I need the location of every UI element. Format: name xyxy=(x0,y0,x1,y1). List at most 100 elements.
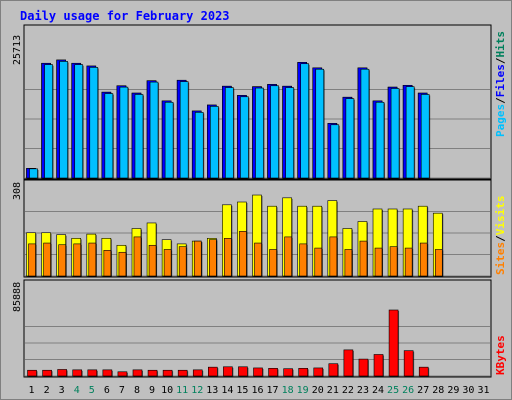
top-pages-bar xyxy=(345,98,355,179)
x-tick-label: 25 xyxy=(387,385,399,396)
legend-sites: Sites xyxy=(494,242,507,275)
mid-sites-bar xyxy=(344,249,353,277)
top-pages-bar xyxy=(300,63,309,179)
mid-sites-bar xyxy=(209,239,217,277)
mid-sites-bar xyxy=(193,240,202,277)
bar-marks xyxy=(26,59,444,377)
top-pages-bar xyxy=(89,67,99,179)
mid-sites-bar xyxy=(73,243,82,277)
x-tick-label: 30 xyxy=(462,385,474,396)
bot-kbytes-bar xyxy=(403,350,414,377)
bot-kbytes-bar xyxy=(87,369,98,377)
x-tick-label: 10 xyxy=(161,385,173,396)
bot-kbytes-bar xyxy=(373,354,384,377)
top-pages-bar xyxy=(119,86,129,179)
x-tick-label: 5 xyxy=(89,385,95,396)
x-tick-label: 17 xyxy=(267,385,279,396)
bot-kbytes-bar xyxy=(192,369,203,377)
x-tick-label: 19 xyxy=(297,385,309,396)
top-pages-bar xyxy=(179,81,189,179)
mid-sites-bar xyxy=(148,244,157,277)
top-pages-bar xyxy=(330,124,340,179)
mid-sites-bar xyxy=(269,249,277,277)
mid-sites-bar xyxy=(359,240,368,277)
mid-sites-bar xyxy=(329,236,338,277)
x-tick-label: 18 xyxy=(282,385,294,396)
x-tick-label: 2 xyxy=(44,385,50,396)
legend-hits: Hits xyxy=(494,31,507,58)
bot-kbytes-bar xyxy=(328,363,339,377)
top-pages-bar xyxy=(44,64,53,179)
mid-sites-bar xyxy=(299,243,307,277)
bot-kbytes-bar xyxy=(57,369,67,377)
chart-title: Daily usage for February 2023 xyxy=(20,9,230,23)
bot-kbytes-bar xyxy=(208,366,218,377)
mid-sites-bar xyxy=(389,246,398,277)
top-pages-bar xyxy=(29,168,38,179)
bot-kbytes-bar xyxy=(418,366,429,377)
x-tick-label: 27 xyxy=(417,385,429,396)
bot-kbytes-bar xyxy=(177,369,188,377)
x-tick-label: 24 xyxy=(372,385,384,396)
x-tick-label: 16 xyxy=(251,385,263,396)
top-pages-bar xyxy=(375,101,385,179)
top-pages-bar xyxy=(420,94,430,179)
mid-sites-bar xyxy=(103,250,112,277)
mid-sites-bar xyxy=(58,244,66,277)
bot-kbytes-bar xyxy=(268,368,278,377)
top-pages-bar xyxy=(149,81,159,179)
top-pages-bar xyxy=(59,61,68,179)
bot-kbytes-bar xyxy=(388,309,399,377)
x-tick-label: 9 xyxy=(149,385,155,396)
mid-sites-bar xyxy=(163,249,172,277)
mid-sites-bar xyxy=(434,249,443,277)
bot-kbytes-bar xyxy=(147,369,158,377)
top-legend: Pages/Files/Hits xyxy=(494,31,507,137)
top-pages-bar xyxy=(134,94,144,179)
x-tick-label: 13 xyxy=(206,385,218,396)
mid-sites-bar xyxy=(284,236,292,277)
x-tick-label: 28 xyxy=(432,385,444,396)
top-pages-bar xyxy=(74,64,84,179)
top-pages-bar xyxy=(194,112,204,179)
top-pages-bar xyxy=(164,101,174,179)
x-tick-labels: 1 2 3 4 5 6 7 8 9 10 11 12 13 14 15 16 17 18 19 20 21 22 23 24 2… xyxy=(29,385,490,396)
mid-sites-bar xyxy=(419,242,428,277)
bot-kbytes-bar xyxy=(42,369,52,377)
mid-sites-bar xyxy=(374,247,383,277)
top-pages-bar xyxy=(405,86,415,179)
bot-kbytes-bar xyxy=(298,368,308,377)
legend-visits: Visits xyxy=(494,196,507,236)
top-pages-bar xyxy=(255,87,264,179)
bot-kbytes-bar xyxy=(27,369,37,377)
bot-max-label: 85888 xyxy=(12,282,23,312)
top-pages-bar xyxy=(210,106,219,179)
x-tick-label: 12 xyxy=(191,385,203,396)
x-tick-label: 22 xyxy=(342,385,354,396)
x-tick-label: 11 xyxy=(176,385,188,396)
mid-sites-bar xyxy=(118,251,127,277)
top-pages-bar xyxy=(315,68,325,179)
legend-sep-1: / xyxy=(494,97,507,104)
x-tick-label: 14 xyxy=(221,385,233,396)
top-pages-bar xyxy=(225,87,234,179)
mid-sites-bar xyxy=(224,238,232,277)
bot-kbytes-bar xyxy=(238,366,248,377)
x-tick-label: 21 xyxy=(327,385,339,396)
x-tick-label: 1 xyxy=(29,385,35,396)
x-tick-label: 31 xyxy=(477,385,489,396)
mid-sites-bar xyxy=(28,243,36,277)
bot-kbytes-bar xyxy=(162,369,173,377)
legend-kbytes: KBytes xyxy=(494,335,507,375)
bot-kbytes-bar xyxy=(283,368,293,377)
mid-sites-bar xyxy=(88,242,97,277)
bot-kbytes-bar xyxy=(253,367,263,377)
legend-files: Files xyxy=(494,64,507,97)
legend-sep-3: / xyxy=(494,235,507,242)
bot-legend: KBytes xyxy=(494,335,507,375)
top-max-label: 25713 xyxy=(12,35,23,65)
bot-panel-bg xyxy=(23,279,492,378)
bot-kbytes-bar xyxy=(72,369,83,377)
legend-pages: Pages xyxy=(494,104,507,137)
